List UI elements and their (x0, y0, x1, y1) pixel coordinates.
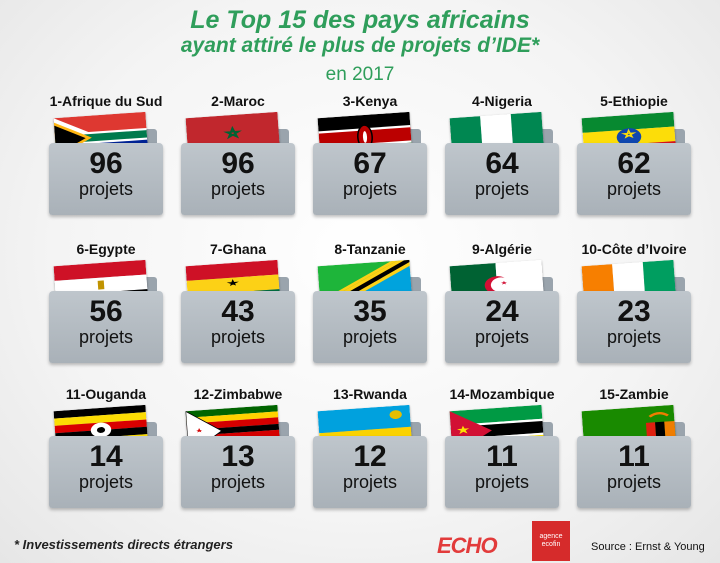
country-label: 2-Maroc (211, 93, 265, 109)
country-card: 8-Tanzanie 35 projets (305, 241, 435, 366)
project-count: 11 (618, 440, 650, 473)
project-unit: projets (474, 472, 530, 492)
folder-front (577, 291, 691, 363)
country-card: 12-Zimbabwe 13 projets (173, 386, 303, 511)
country-label: 9-Algérie (472, 241, 532, 257)
echo-logo: ECHO (437, 533, 498, 558)
country-card: 4-Nigeria 64 projets (437, 93, 567, 218)
project-unit: projets (210, 327, 266, 347)
country-label: 4-Nigeria (472, 93, 532, 109)
folder-front (445, 291, 559, 363)
folder-front (49, 436, 163, 508)
folder-front (313, 436, 427, 508)
page-year: en 2017 (325, 64, 395, 85)
country-card: 10-Côte d’Ivoire 23 projets (569, 241, 699, 366)
project-count: 11 (486, 440, 518, 473)
project-count: 56 (89, 295, 123, 328)
folder-front (181, 143, 295, 215)
folder-front (313, 143, 427, 215)
country-label: 11-Ouganda (65, 386, 147, 402)
project-unit: projets (78, 327, 134, 347)
project-unit: projets (210, 179, 266, 199)
project-count: 43 (221, 295, 255, 328)
country-card: 2-Maroc 96 projets (173, 93, 303, 218)
country-label: 12-Zimbabwe (193, 386, 283, 402)
country-label: 3-Kenya (342, 93, 398, 109)
project-count: 96 (89, 147, 123, 180)
country-card: 11-Ouganda 14 projets (41, 386, 171, 511)
project-count: 62 (617, 147, 651, 180)
country-card: 6-Egypte 56 projets (41, 241, 171, 366)
project-unit: projets (78, 472, 134, 492)
folder-front (49, 291, 163, 363)
country-card: 1-Afrique du Sud 96 projets (41, 93, 171, 218)
folder-front (445, 143, 559, 215)
project-unit: projets (474, 327, 530, 347)
country-label: 5-Ethiopie (600, 93, 668, 109)
ecofin-logo: agence ecofin (532, 521, 570, 561)
project-count: 96 (221, 147, 255, 180)
country-label: 15-Zambie (599, 386, 669, 402)
project-unit: projets (210, 472, 266, 492)
ghana-flag (185, 259, 281, 311)
country-label: 7-Ghana (209, 241, 266, 257)
source-credit: Source : Ernst & Young (591, 541, 705, 553)
folder-front (577, 143, 691, 215)
project-count: 35 (353, 295, 387, 328)
country-card: 14-Mozambique 11 projets (437, 386, 567, 511)
folder-front (577, 436, 691, 508)
country-label: 8-Tanzanie (334, 241, 406, 257)
country-card: 7-Ghana 43 projets (173, 241, 303, 366)
project-unit: projets (342, 472, 398, 492)
country-label: 1-Afrique du Sud (49, 93, 163, 109)
project-count: 14 (89, 440, 123, 473)
country-card: 5-Ethiopie 62 projets (569, 93, 699, 218)
country-label: 6-Egypte (76, 241, 136, 257)
country-label: 13-Rwanda (333, 386, 407, 402)
country-card: 9-Algérie 24 projets (437, 241, 567, 366)
folder-front (181, 436, 295, 508)
country-label: 10-Côte d’Ivoire (581, 241, 687, 257)
project-unit: projets (606, 472, 662, 492)
project-unit: projets (474, 179, 530, 199)
project-count: 24 (485, 295, 519, 328)
project-count: 67 (353, 147, 387, 180)
footnote: * Investissements directs étrangers (14, 537, 233, 552)
country-card: 15-Zambie 11 projets (569, 386, 699, 511)
folder-front (313, 291, 427, 363)
project-unit: projets (78, 179, 134, 199)
folder-front (445, 436, 559, 508)
project-unit: projets (342, 327, 398, 347)
project-unit: projets (606, 327, 662, 347)
country-card: 3-Kenya 67 projets (305, 93, 435, 218)
page-title: Le Top 15 des pays africains (190, 6, 530, 34)
project-count: 23 (617, 295, 651, 328)
folder-front (49, 143, 163, 215)
country-card: 13-Rwanda 12 projets (305, 386, 435, 511)
page-subtitle: ayant attiré le plus de projets d’IDE* (180, 34, 540, 57)
project-unit: projets (606, 179, 662, 199)
project-count: 12 (353, 440, 387, 473)
project-unit: projets (342, 179, 398, 199)
country-label: 14-Mozambique (449, 386, 555, 402)
folder-front (181, 291, 295, 363)
project-count: 64 (485, 147, 519, 180)
project-count: 13 (221, 440, 255, 473)
